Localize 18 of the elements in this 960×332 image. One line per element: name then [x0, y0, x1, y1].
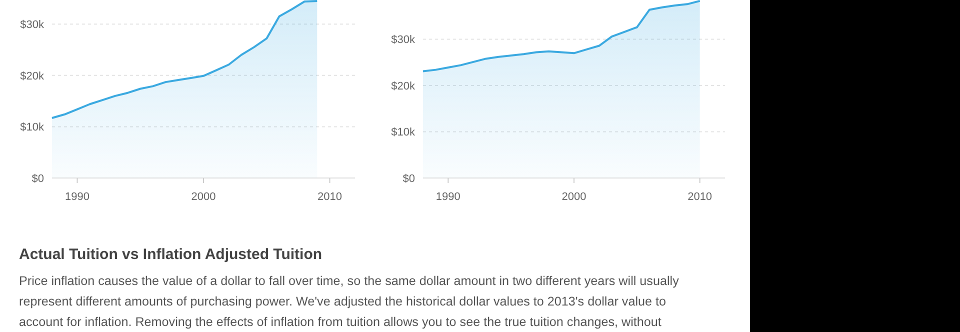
text: Actual Tuition vs Inflation Adjusted Tuition — [19, 246, 322, 263]
y-tick-label: $30k — [391, 34, 416, 46]
y-tick-label: $30k — [20, 18, 44, 31]
y-tick-label: $20k — [20, 70, 44, 82]
x-tick-label: 2010 — [688, 191, 712, 203]
x-tick-label: 2000 — [191, 191, 216, 203]
y-tick-label: $0 — [32, 172, 44, 185]
x-tick-label: 2000 — [562, 191, 586, 203]
text: represent different amounts of purchasing power. We've adjusted the historical dollar values to 2013's dollar value to — [19, 294, 666, 308]
y-tick-label: $20k — [391, 80, 416, 92]
text: Price inflation causes the value of a dollar to fall over time, so the same dollar amount in two different years will usually — [19, 274, 680, 288]
x-tick-label: 2010 — [318, 191, 342, 203]
text: account for inflation. Removing the effects of inflation from tuition allows you to see the true tuition changes, without — [19, 315, 662, 329]
x-tick-label: 1990 — [436, 191, 460, 203]
y-tick-label: $10k — [20, 122, 44, 134]
y-tick-label: $0 — [402, 172, 415, 185]
y-tick-label: $10k — [391, 126, 416, 139]
x-tick-label: 1990 — [65, 191, 90, 203]
